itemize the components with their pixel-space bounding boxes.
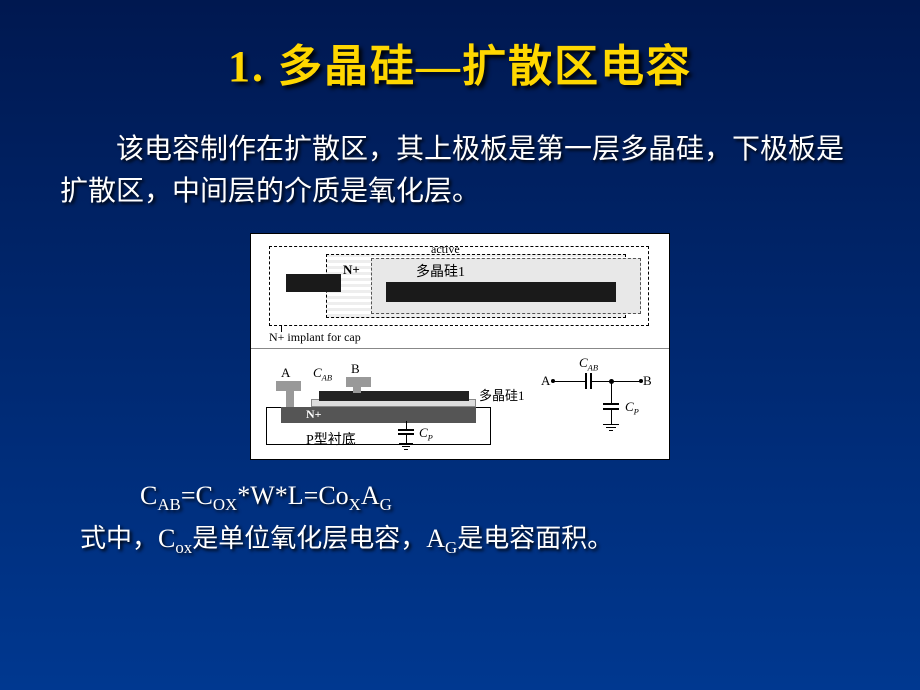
left-contact — [286, 274, 341, 292]
metal-b — [346, 377, 371, 387]
description-paragraph: 该电容制作在扩散区，其上极板是第一层多晶硅，下极板是扩散区，中间层的介质是氧化层… — [60, 129, 860, 213]
circ-gnd3 — [609, 430, 613, 431]
circ-gnd1 — [603, 424, 619, 425]
formula-equation: CAB=COX*W*L=CoXAG — [140, 475, 860, 518]
cp-label-xs: CP — [419, 425, 433, 443]
diagram-top-view: active N+ 多晶硅1 N+ implant for cap — [251, 234, 669, 349]
circuit-b-label: B — [643, 373, 652, 389]
circ-cp-label: CP — [625, 399, 639, 417]
description-text: 该电容制作在扩散区，其上极板是第一层多晶硅，下极板是扩散区，中间层的介质是氧化层… — [60, 134, 844, 207]
poly-dark-bar — [386, 282, 616, 302]
circ-node-a-dot — [551, 379, 555, 383]
circuit-a-label: A — [541, 373, 550, 389]
poly-label-xs: 多晶硅1 — [479, 385, 525, 404]
slide-title: 1. 多晶硅—扩散区电容 — [60, 30, 860, 94]
nplus-label-top: N+ — [343, 262, 360, 278]
formula-block: CAB=COX*W*L=CoXAG 式中，Cox是单位氧化层电容，AG是电容面积… — [80, 475, 860, 561]
circ-cab-label: CAB — [579, 355, 598, 373]
circ-gnd2 — [606, 427, 616, 428]
contact-b — [353, 387, 361, 393]
gnd2 — [402, 446, 410, 447]
leader-line — [281, 326, 282, 332]
cab-label-xs: CAB — [313, 365, 332, 383]
circ-node-b-dot — [639, 379, 643, 383]
poly-layer — [319, 391, 469, 401]
node-a-label: A — [281, 365, 290, 381]
nplus-label-xs: N+ — [306, 407, 322, 422]
circ-wire-down — [611, 381, 612, 403]
poly-label-top: 多晶硅1 — [416, 261, 465, 281]
cp-wire-bot — [406, 435, 407, 443]
implant-label: N+ implant for cap — [269, 330, 361, 345]
active-label: active — [431, 242, 460, 257]
formula-description: 式中，Cox是单位氧化层电容，AG是电容面积。 — [80, 518, 860, 561]
gnd1 — [399, 443, 413, 444]
cp-wire-top — [406, 421, 407, 429]
substrate-label: P型衬底 — [306, 429, 356, 449]
circ-wire-b — [592, 381, 640, 382]
node-b-label: B — [351, 361, 360, 377]
diagram-container: active N+ 多晶硅1 N+ implant for cap P型衬底 N… — [250, 233, 670, 460]
circ-wire-gnd — [611, 410, 612, 424]
circ-cp-p1 — [603, 403, 619, 405]
circ-cab-p1 — [585, 373, 587, 389]
gnd3 — [404, 449, 408, 450]
metal-a — [276, 381, 301, 391]
circ-node-dot — [609, 379, 614, 384]
diagram-cross-section: P型衬底 N+ A B CAB 多晶硅1 — [251, 349, 669, 459]
slide: 1. 多晶硅—扩散区电容 该电容制作在扩散区，其上极板是第一层多晶硅，下极板是扩… — [0, 0, 920, 690]
contact-a — [286, 391, 294, 407]
circ-wire-a — [553, 381, 585, 382]
cp-plate1 — [398, 429, 414, 431]
